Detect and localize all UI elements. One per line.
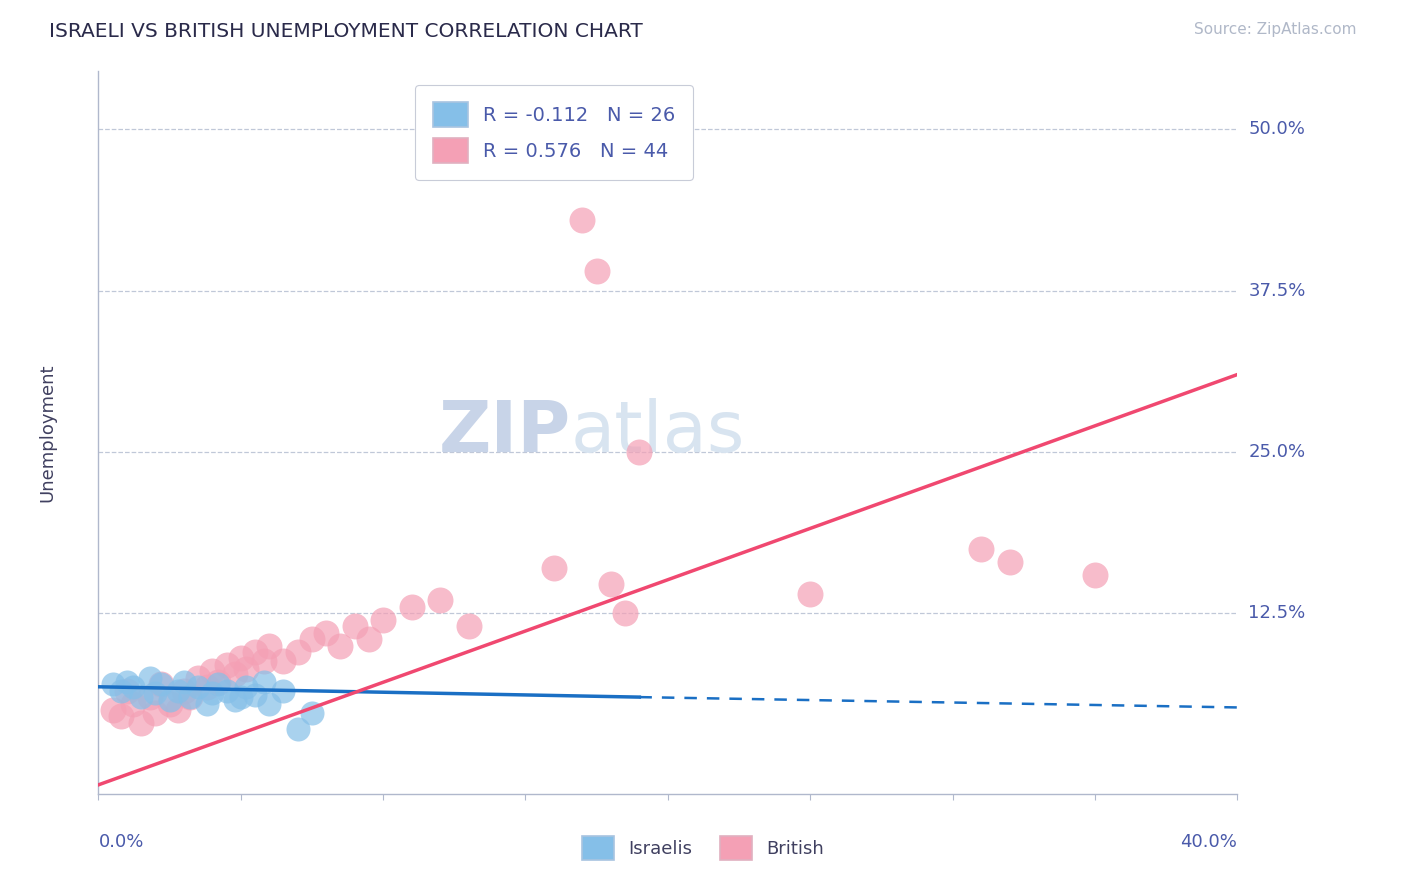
Point — [287, 723, 309, 737]
Point — [101, 703, 124, 717]
Point — [195, 680, 218, 694]
Point — [457, 619, 479, 633]
Point — [207, 674, 229, 689]
Point — [121, 680, 143, 694]
Point — [799, 587, 821, 601]
Point — [571, 212, 593, 227]
Point — [614, 607, 637, 621]
Text: atlas: atlas — [571, 398, 745, 467]
Point — [179, 690, 201, 705]
Point — [429, 593, 451, 607]
Point — [315, 625, 337, 640]
Point — [252, 654, 274, 668]
Point — [273, 654, 295, 668]
Point — [207, 677, 229, 691]
Point — [273, 683, 295, 698]
Point — [259, 697, 281, 711]
Point — [167, 683, 190, 698]
Point — [252, 674, 274, 689]
Text: Source: ZipAtlas.com: Source: ZipAtlas.com — [1194, 22, 1357, 37]
Point — [110, 683, 132, 698]
Point — [215, 657, 238, 672]
Point — [301, 706, 323, 720]
Point — [195, 697, 218, 711]
Point — [121, 697, 143, 711]
Point — [259, 639, 281, 653]
Point — [201, 686, 224, 700]
Point — [628, 445, 651, 459]
Point — [224, 692, 246, 706]
Text: 0.0%: 0.0% — [98, 833, 143, 851]
Point — [235, 662, 257, 676]
Point — [301, 632, 323, 646]
Text: 40.0%: 40.0% — [1181, 833, 1237, 851]
Point — [998, 555, 1021, 569]
Point — [159, 692, 181, 706]
Point — [187, 680, 209, 694]
Point — [287, 645, 309, 659]
Point — [357, 632, 380, 646]
Point — [243, 645, 266, 659]
Point — [600, 576, 623, 591]
Point — [173, 683, 195, 698]
Point — [138, 690, 160, 705]
Text: 25.0%: 25.0% — [1249, 443, 1306, 461]
Text: Unemployment: Unemployment — [38, 363, 56, 502]
Point — [585, 264, 607, 278]
Point — [173, 674, 195, 689]
Point — [343, 619, 366, 633]
Point — [150, 677, 173, 691]
Point — [373, 613, 395, 627]
Text: 12.5%: 12.5% — [1249, 604, 1306, 623]
Point — [179, 690, 201, 705]
Text: ISRAELI VS BRITISH UNEMPLOYMENT CORRELATION CHART: ISRAELI VS BRITISH UNEMPLOYMENT CORRELAT… — [49, 22, 643, 41]
Point — [229, 690, 252, 705]
Point — [187, 671, 209, 685]
Point — [145, 706, 167, 720]
Point — [115, 683, 138, 698]
Point — [138, 671, 160, 685]
Point — [401, 599, 423, 614]
Text: 50.0%: 50.0% — [1249, 120, 1305, 138]
Text: ZIP: ZIP — [439, 398, 571, 467]
Point — [970, 541, 993, 556]
Point — [201, 665, 224, 679]
Point — [224, 666, 246, 681]
Point — [329, 639, 352, 653]
Point — [145, 686, 167, 700]
Point — [159, 697, 181, 711]
Point — [215, 683, 238, 698]
Point — [229, 651, 252, 665]
Point — [101, 677, 124, 691]
Point — [129, 715, 152, 730]
Point — [115, 674, 138, 689]
Point — [543, 561, 565, 575]
Point — [150, 677, 173, 691]
Legend: Israelis, British: Israelis, British — [575, 830, 831, 867]
Point — [129, 690, 152, 705]
Text: 37.5%: 37.5% — [1249, 282, 1306, 300]
Point — [167, 703, 190, 717]
Point — [1084, 567, 1107, 582]
Point — [235, 680, 257, 694]
Point — [243, 688, 266, 702]
Legend: R = -0.112   N = 26, R = 0.576   N = 44: R = -0.112 N = 26, R = 0.576 N = 44 — [415, 85, 693, 180]
Point — [110, 709, 132, 723]
